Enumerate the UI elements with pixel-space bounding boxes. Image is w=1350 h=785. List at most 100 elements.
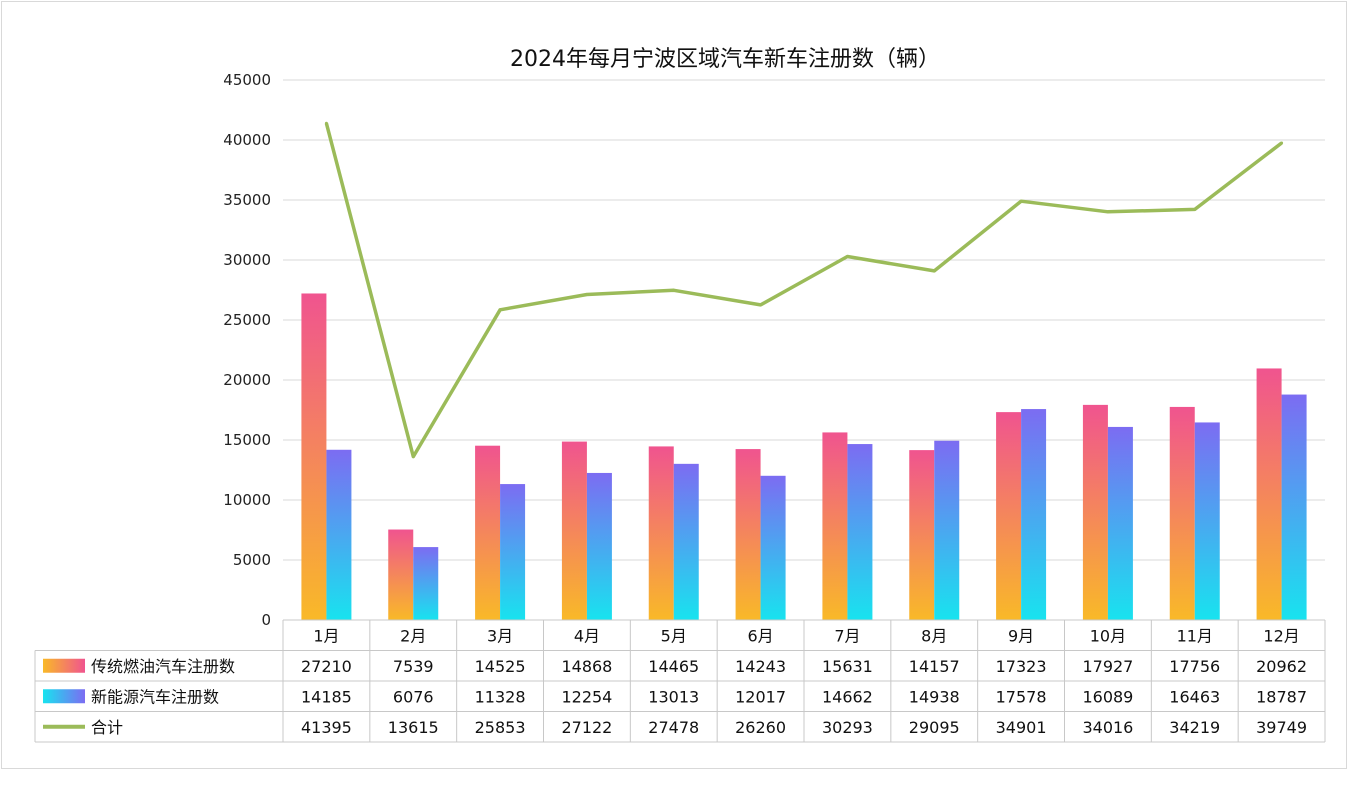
table-value: 14662 [822,687,873,706]
table-value: 12017 [735,687,786,706]
table-value: 14868 [561,657,612,676]
table-value: 25853 [475,718,526,737]
bar-nev [326,449,352,620]
x-tick-label: 10月 [1090,626,1126,645]
bar-fuel [388,529,414,620]
legend-label: 新能源汽车注册数 [91,687,219,706]
x-tick-label: 5月 [661,626,687,645]
table-value: 17323 [996,657,1047,676]
x-tick-label: 11月 [1177,626,1213,645]
table-value: 14157 [909,657,960,676]
bar-fuel [1256,368,1282,620]
gridlines [283,79,1325,561]
y-tick-label: 10000 [223,491,271,509]
legend-swatch [43,658,85,673]
y-tick-label: 25000 [223,311,271,329]
table-value: 18787 [1256,687,1307,706]
x-tick-label: 9月 [1008,626,1034,645]
y-tick-label: 20000 [223,371,271,389]
table-value: 16089 [1082,687,1133,706]
x-tick-label: 6月 [747,626,773,645]
bar-nev [1021,409,1047,620]
total-line [324,121,1284,459]
total-point [498,308,502,312]
table-value: 14938 [909,687,960,706]
bar-fuel [996,412,1022,620]
chart-title: 2024年每月宁波区域汽车新车注册数（辆） [510,47,940,72]
table-value: 14525 [475,657,526,676]
table-value: 6076 [393,687,434,706]
table-value: 12254 [561,687,612,706]
bar-fuel [561,441,587,620]
bar-nev [413,547,439,620]
bar-nev [673,463,699,620]
table-value: 7539 [393,657,434,676]
bar-fuel [475,445,501,620]
total-series-line [324,122,1283,459]
table-value: 17927 [1082,657,1133,676]
table-value: 17578 [996,687,1047,706]
table-value: 29095 [909,718,960,737]
table-value: 20962 [1256,657,1307,676]
bar-nev [500,484,526,620]
y-tick-label: 5000 [233,551,271,569]
total-point [585,293,589,297]
table-value: 34016 [1082,718,1133,737]
table-value: 14185 [301,687,352,706]
bar-nev [1281,394,1307,620]
x-tick-label: 3月 [487,626,513,645]
table-value: 13013 [648,687,699,706]
total-point [672,288,676,292]
total-point [1019,199,1023,203]
total-point [411,455,415,459]
total-point [1193,207,1197,211]
legend-swatch [43,689,85,704]
total-point [932,269,936,273]
total-point [759,303,763,307]
bar-nev [760,475,786,620]
table-value: 16463 [1169,687,1220,706]
bar-fuel [1169,406,1195,620]
bar-fuel [1082,404,1108,620]
table-value: 27210 [301,657,352,676]
bar-fuel [648,446,674,620]
table-value: 13615 [388,718,439,737]
y-tick-label: 15000 [223,431,271,449]
table-value: 26260 [735,718,786,737]
y-tick-label: 35000 [223,191,271,209]
x-tick-label: 8月 [921,626,947,645]
y-tick-label: 0 [261,611,271,629]
y-tick-label: 40000 [223,131,271,149]
bar-fuel [735,449,761,620]
table-value: 11328 [475,687,526,706]
table-value: 30293 [822,718,873,737]
table-value: 27478 [648,718,699,737]
x-tick-label: 12月 [1263,626,1299,645]
total-point [324,121,328,125]
bar-fuel [822,432,848,620]
total-point [845,254,849,258]
bars [301,293,1307,620]
table-value: 34901 [996,718,1047,737]
x-tick-label: 4月 [574,626,600,645]
table-value: 14243 [735,657,786,676]
x-tick-label: 2月 [400,626,426,645]
x-tick-label: 1月 [313,626,339,645]
bar-fuel [909,450,935,620]
bar-fuel [301,293,327,620]
bar-nev [934,440,960,620]
table-value: 41395 [301,718,352,737]
legend-label: 合计 [91,718,123,737]
total-point [1106,210,1110,214]
y-tick-label: 45000 [223,71,271,89]
chart-frame [1,1,1347,769]
bar-nev [847,444,873,620]
y-axis-ticks: 0 5000 10000 15000 20000 25000 30000 35000 40000… [223,71,271,629]
bar-nev [1194,422,1220,620]
table-value: 17756 [1169,657,1220,676]
bar-nev [586,472,612,620]
table-value: 27122 [561,718,612,737]
table-value: 15631 [822,657,873,676]
